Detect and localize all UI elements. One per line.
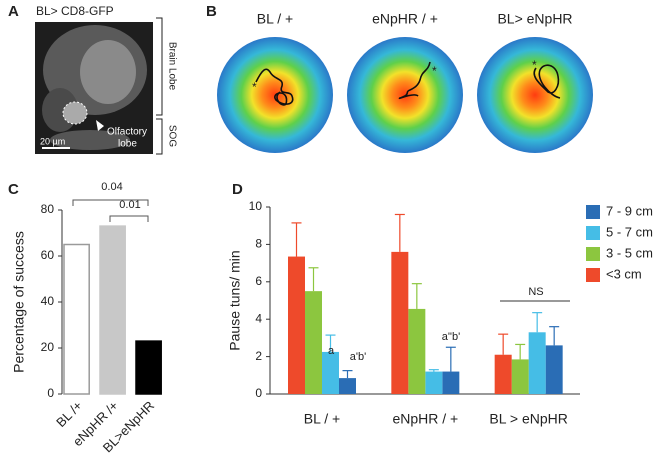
svg-text:*: * [432, 64, 437, 78]
y-tick-label: 40 [41, 294, 55, 308]
panel-title: BL> CD8-GFP [36, 4, 114, 18]
panel-letter: C [8, 181, 19, 198]
bar [391, 251, 409, 394]
bar [545, 345, 563, 394]
y-tick-label: 0 [255, 386, 262, 400]
arena-title: BL / + [257, 11, 293, 27]
bar [528, 332, 546, 394]
arena-title: eNpHR / + [372, 11, 438, 27]
olfactory-label: Olfactory [107, 127, 147, 138]
panel-letter: B [206, 3, 217, 20]
y-axis-label: Pause tuns/ min [227, 250, 243, 350]
annotation: 0.01 [119, 199, 140, 211]
arena-title: BL> eNpHR [497, 11, 572, 27]
bar [408, 308, 426, 394]
bar [511, 359, 529, 394]
annotation: a''b' [442, 331, 461, 343]
legend-swatch [586, 268, 600, 282]
panel-letter: D [232, 181, 243, 198]
y-tick-label: 60 [41, 248, 55, 262]
y-tick-label: 10 [249, 199, 263, 213]
y-tick-label: 80 [41, 202, 55, 216]
bar [305, 291, 322, 394]
bar [442, 371, 460, 394]
micrograph [35, 22, 153, 154]
x-tick-label: BL /+ [53, 398, 85, 430]
legend-label: 5 - 7 cm [606, 224, 653, 239]
x-tick-label: BL > eNpHR [489, 411, 567, 427]
brain-lobe-label: Brain Lobe [166, 42, 177, 91]
svg-text:*: * [252, 80, 257, 94]
arenas: * * * [217, 37, 593, 153]
y-tick-label: 0 [47, 386, 54, 400]
bar [99, 225, 126, 395]
scale-label: 20 µm [40, 136, 65, 146]
legend-label: 3 - 5 cm [606, 245, 653, 260]
annotation: 0.04 [101, 181, 122, 193]
y-axis-label: Percentage of success [11, 231, 27, 373]
y-tick-label: 20 [41, 340, 55, 354]
x-tick-label: eNpHR / + [392, 411, 458, 427]
legend-swatch [586, 205, 600, 219]
legend-swatch [586, 247, 600, 261]
bar [288, 256, 305, 394]
y-tick-label: 6 [255, 274, 262, 288]
panel-letter: A [8, 3, 19, 20]
bar [339, 378, 356, 394]
olfactory-label: lobe [118, 139, 137, 150]
annotation: NS [528, 286, 543, 298]
annotation: a [328, 345, 335, 357]
sog-label: SOG [166, 125, 177, 147]
bar [322, 351, 339, 394]
svg-text:*: * [532, 58, 537, 72]
annotation: a'b' [350, 351, 366, 363]
y-tick-label: 2 [255, 349, 262, 363]
bar [63, 243, 90, 395]
legend-label: <3 cm [606, 266, 642, 281]
legend-swatch [586, 226, 600, 240]
y-tick-label: 8 [255, 237, 262, 251]
bar [425, 371, 443, 394]
x-tick-label: BL / + [304, 411, 340, 427]
bracket [156, 17, 163, 155]
legend-label: 7 - 9 cm [606, 203, 653, 218]
y-tick-label: 4 [255, 311, 262, 325]
bar [494, 354, 512, 394]
bracket [72, 199, 149, 222]
bar [135, 340, 162, 395]
